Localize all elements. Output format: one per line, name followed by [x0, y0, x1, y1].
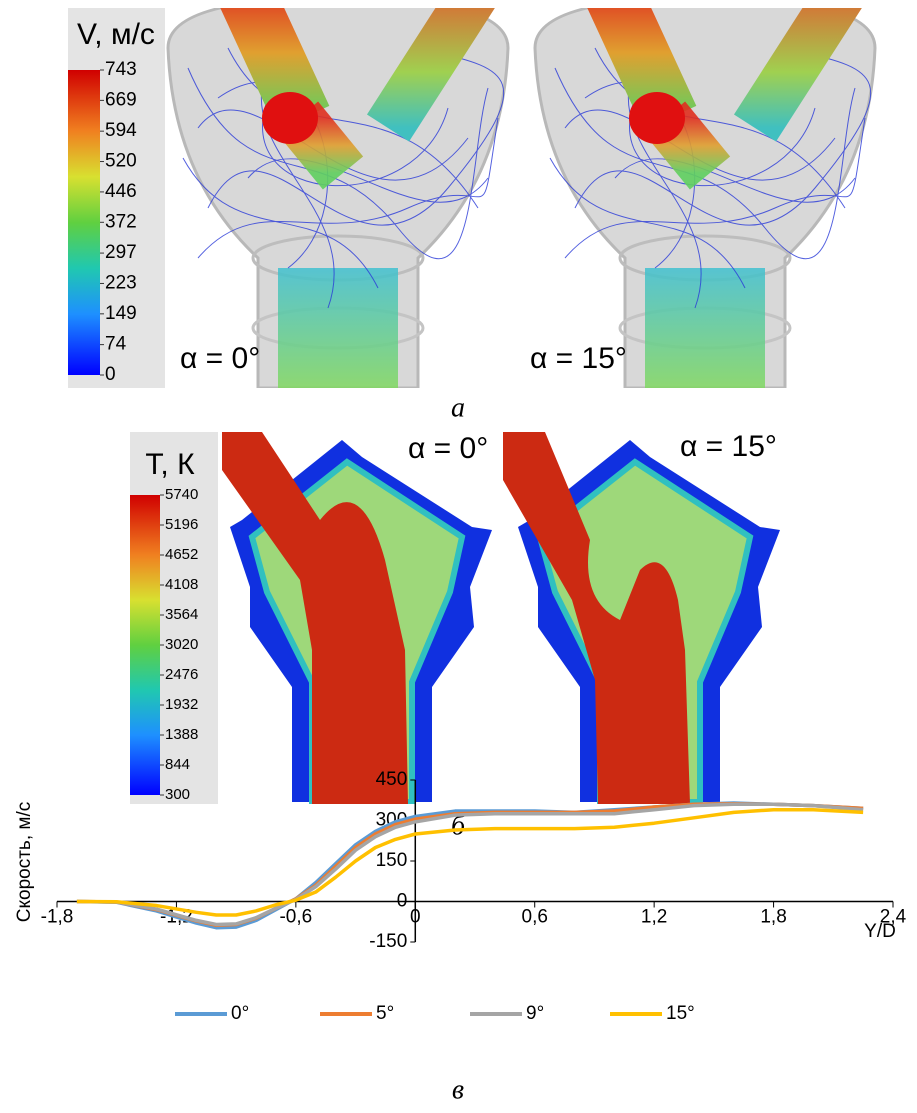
colorbar-tick-label: 446	[105, 181, 137, 202]
colorbar-tick-label: 149	[105, 303, 137, 324]
colorbar-tick-label: 297	[105, 242, 137, 263]
x-tick-label: 1,2	[641, 907, 667, 928]
x-axis-title: Y/D	[864, 921, 896, 942]
legend-label: 0°	[231, 1003, 249, 1024]
colorbar	[68, 70, 100, 375]
colorbar-tick-label: 2476	[165, 666, 198, 683]
caption: в	[452, 1074, 464, 1105]
colorbar-tick-label: 669	[105, 89, 137, 110]
colorbar-tick-label: 223	[105, 272, 137, 293]
colorbar-tick-label: 0	[105, 364, 116, 385]
image-label: α = 15°	[680, 430, 777, 463]
series-line	[76, 807, 864, 917]
image-label: α = 0°	[408, 432, 488, 465]
colorbar-tick-label: 520	[105, 151, 137, 172]
colorbar	[130, 495, 160, 795]
colorbar-tick-label: 1932	[165, 696, 198, 713]
legend-label: 15°	[666, 1003, 695, 1024]
colorbar-tick-label: 1388	[165, 726, 198, 743]
series-line	[76, 801, 864, 930]
image	[515, 8, 905, 388]
colorbar-tick-label: 372	[105, 211, 137, 232]
x-tick-label: -0,6	[279, 907, 312, 928]
colorbar-title: T, К	[145, 448, 195, 481]
colorbar-title: V, м/с	[77, 18, 155, 51]
series-line	[76, 802, 864, 928]
image-label: α = 0°	[180, 342, 260, 375]
series-line	[76, 802, 864, 927]
colorbar-tick-label: 594	[105, 120, 137, 141]
colorbar-tick-label: 4652	[165, 546, 198, 563]
image	[165, 8, 510, 388]
y-tick-label: 450	[376, 769, 408, 790]
colorbar-tick-label: 4108	[165, 576, 198, 593]
x-tick-label: -1,8	[41, 907, 74, 928]
y-axis-title: Скорость, м/с	[14, 802, 35, 922]
image	[503, 432, 788, 804]
x-tick-label: 2,4	[880, 907, 907, 928]
caption: а	[451, 392, 465, 423]
legend-label: 9°	[526, 1003, 544, 1024]
x-tick-label: 0	[410, 907, 421, 928]
y-tick-label: 0	[397, 891, 408, 912]
colorbar-tick-label: 743	[105, 59, 137, 80]
colorbar-tick-label: 74	[105, 334, 127, 355]
image	[222, 432, 500, 804]
y-tick-label: -150	[369, 931, 407, 952]
y-tick-label: 150	[376, 850, 408, 871]
caption: б	[451, 810, 466, 841]
image-label: α = 15°	[530, 342, 627, 375]
colorbar-tick-label: 300	[165, 786, 190, 803]
colorbar-tick-label: 3020	[165, 636, 198, 653]
colorbar-tick-label: 5196	[165, 516, 198, 533]
colorbar-tick-label: 5740	[165, 486, 198, 503]
x-tick-label: 1,8	[760, 907, 786, 928]
colorbar-tick-label: 3564	[165, 606, 198, 623]
x-tick-label: 0,6	[522, 907, 548, 928]
colorbar-tick-label: 844	[165, 756, 190, 773]
legend-label: 5°	[376, 1003, 394, 1024]
